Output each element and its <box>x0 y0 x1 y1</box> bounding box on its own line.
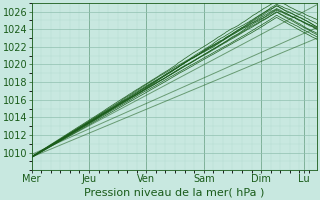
X-axis label: Pression niveau de la mer( hPa ): Pression niveau de la mer( hPa ) <box>84 187 265 197</box>
